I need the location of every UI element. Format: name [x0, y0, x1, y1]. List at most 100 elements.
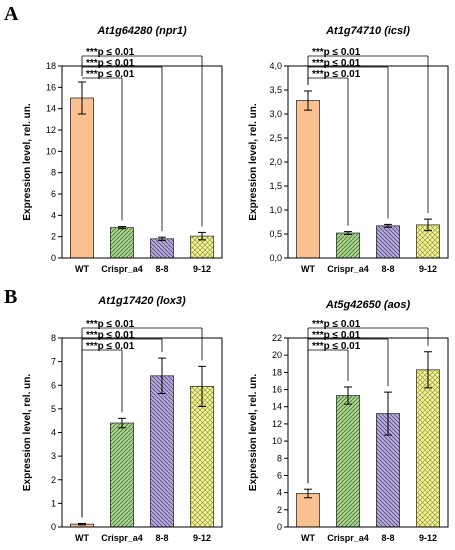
- sig-label: ***p ≤ 0.01: [86, 341, 135, 352]
- bar-hatch: [416, 369, 440, 527]
- x-tick-label: 8-8: [381, 264, 394, 274]
- sig-label: ***p ≤ 0.01: [86, 319, 135, 330]
- y-tick-label: 8: [51, 168, 56, 178]
- chart-lox3: At1g17420 (lox3) Expression level, rel. u…: [22, 295, 223, 543]
- y-tick-label: 0,0: [269, 253, 282, 263]
- panel-letter-b: B: [4, 286, 17, 308]
- bar-hatch: [190, 236, 214, 258]
- y-tick-label: 2: [51, 232, 56, 242]
- x-tick-label: WT: [75, 533, 89, 543]
- y-tick-label: 20: [272, 350, 282, 360]
- sig-label: ***p ≤ 0.01: [312, 47, 361, 58]
- bar-hatch: [190, 386, 214, 527]
- y-tick-label: 16: [272, 385, 282, 395]
- y-tick-label: 2,0: [269, 157, 282, 167]
- y-tick-label: 10: [272, 436, 282, 446]
- y-tick-label: 2,5: [269, 133, 282, 143]
- y-tick-label: 16: [46, 82, 56, 92]
- y-tick-label: 0,5: [269, 229, 282, 239]
- bar-hatch: [336, 395, 360, 527]
- x-tick-label: 8-8: [155, 533, 168, 543]
- bar-hatch: [110, 423, 134, 527]
- y-tick-label: 6: [51, 189, 56, 199]
- sig-label: ***p ≤ 0.01: [312, 319, 361, 330]
- y-tick-label: 10: [46, 146, 56, 156]
- y-tick-label: 14: [46, 104, 56, 114]
- y-tick-label: 2: [51, 475, 56, 485]
- y-tick-label: 1,5: [269, 181, 282, 191]
- x-tick-label: WT: [301, 264, 315, 274]
- x-tick-label: 9-12: [193, 264, 211, 274]
- x-tick-label: Crispr_a4: [101, 533, 143, 543]
- plot-frame: [287, 65, 449, 259]
- sig-label: ***p ≤ 0.01: [312, 58, 361, 69]
- chart-aos: At5g42650 (aos) Expression level, rel. un…: [248, 299, 449, 543]
- y-axis-label: Expression level, rel. un.: [248, 103, 259, 220]
- bar-hatch: [376, 225, 400, 258]
- bar-hatch: [110, 227, 134, 258]
- y-tick-label: 22: [272, 333, 282, 343]
- y-tick-label: 0: [277, 522, 282, 532]
- chart-title: At1g64280 (npr1): [96, 25, 187, 37]
- y-tick-label: 12: [46, 125, 56, 135]
- y-tick-label: 8: [277, 453, 282, 463]
- x-tick-label: 8-8: [381, 533, 394, 543]
- bar-WT: [70, 97, 95, 259]
- y-tick-label: 18: [46, 61, 56, 71]
- sig-label: ***p ≤ 0.01: [312, 69, 361, 80]
- bar-hatch: [336, 233, 360, 258]
- sig-label: ***p ≤ 0.01: [86, 58, 135, 69]
- y-tick-label: 0: [51, 522, 56, 532]
- x-tick-label: Crispr_a4: [101, 264, 143, 274]
- y-tick-label: 6: [277, 470, 282, 480]
- y-tick-label: 6: [51, 380, 56, 390]
- y-tick-label: 18: [272, 367, 282, 377]
- y-axis-label: Expression level, rel. un.: [248, 374, 259, 491]
- y-axis-label: Expression level, rel. un.: [22, 103, 33, 220]
- x-tick-label: 9-12: [419, 533, 437, 543]
- bar-WT: [295, 100, 320, 259]
- chart-npr1: At1g64280 (npr1) Expression level, rel. u…: [22, 25, 223, 274]
- x-tick-label: Crispr_a4: [327, 533, 369, 543]
- y-tick-label: 7: [51, 357, 56, 367]
- y-tick-label: 4: [51, 210, 56, 220]
- plot-frame: [287, 337, 449, 528]
- y-tick-label: 14: [272, 402, 282, 412]
- y-tick-label: 4,0: [269, 61, 282, 71]
- x-tick-label: 9-12: [193, 533, 211, 543]
- chart-title: At5g42650 (aos): [325, 299, 411, 311]
- bar-hatch: [416, 224, 440, 258]
- y-tick-label: 1,0: [269, 205, 282, 215]
- plot-frame: [61, 337, 223, 528]
- bar-hatch: [150, 238, 174, 258]
- y-tick-label: 12: [272, 419, 282, 429]
- chart-icsl: At1g74710 (icsl) Expression level, rel. u…: [248, 25, 449, 274]
- y-tick-label: 4: [277, 488, 282, 498]
- x-tick-label: 8-8: [155, 264, 168, 274]
- panel-letter-a: A: [4, 3, 19, 25]
- y-axis-label: Expression level, rel. un.: [22, 374, 33, 491]
- y-tick-label: 3,0: [269, 109, 282, 119]
- sig-label: ***p ≤ 0.01: [312, 341, 361, 352]
- y-tick-label: 0: [51, 253, 56, 263]
- sig-label: ***p ≤ 0.01: [86, 47, 135, 58]
- x-tick-label: WT: [301, 533, 315, 543]
- bar-WT: [295, 493, 320, 528]
- y-tick-label: 1: [51, 498, 56, 508]
- y-tick-label: 3,5: [269, 85, 282, 95]
- y-tick-label: 3: [51, 451, 56, 461]
- sig-label: ***p ≤ 0.01: [312, 330, 361, 341]
- y-tick-label: 8: [51, 333, 56, 343]
- y-tick-label: 2: [277, 505, 282, 515]
- sig-label: ***p ≤ 0.01: [86, 330, 135, 341]
- chart-title: At1g74710 (icsl): [325, 25, 410, 37]
- plot-frame: [61, 65, 223, 259]
- x-tick-label: WT: [75, 264, 89, 274]
- x-tick-label: 9-12: [419, 264, 437, 274]
- chart-title: At1g17420 (lox3): [97, 295, 186, 307]
- bar-hatch: [150, 375, 174, 527]
- y-tick-label: 4: [51, 428, 56, 438]
- bar-hatch: [376, 413, 400, 527]
- x-tick-label: Crispr_a4: [327, 264, 369, 274]
